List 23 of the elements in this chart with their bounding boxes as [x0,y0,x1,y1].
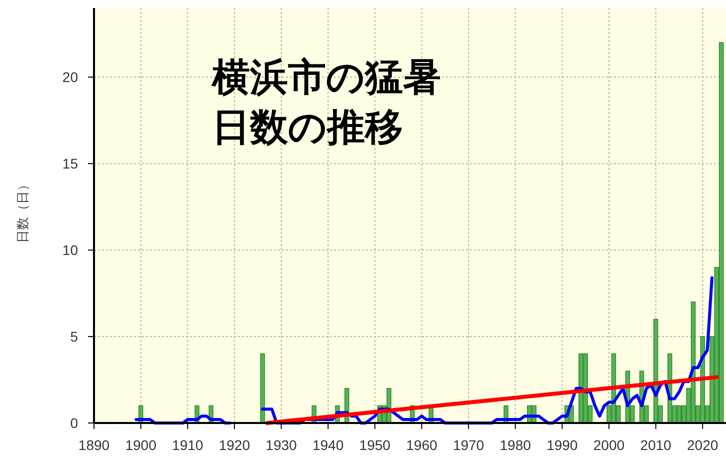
x-tick-label: 2000 [593,437,625,453]
bar [718,42,724,424]
x-tick-label: 1930 [266,437,298,453]
x-tick-label: 2020 [687,437,718,453]
x-tick-label: 1970 [452,437,484,453]
y-tick-label: 15 [62,156,78,172]
x-tick-label: 1900 [125,437,157,453]
y-tick-label: 5 [70,328,78,345]
x-tick-label: 1960 [406,437,438,453]
x-tick-label: 1950 [359,437,391,453]
bar [260,353,265,424]
x-tick-label: 1980 [500,437,532,453]
x-tick-label: 1990 [546,437,578,453]
x-tick-label: 1940 [312,437,344,453]
y-tick-label: 10 [62,242,78,258]
x-tick-label: 1910 [172,437,204,453]
y-tick-label: 0 [70,415,78,431]
y-axis-title: 日数（日） [16,178,31,243]
x-tick-label: 2010 [640,437,672,453]
x-tick-label: 1890 [78,437,110,453]
y-tick-label: 20 [62,69,78,86]
x-tick-label: 1920 [218,437,250,453]
text: 横浜市の猛暑日数の推移 [212,54,442,151]
